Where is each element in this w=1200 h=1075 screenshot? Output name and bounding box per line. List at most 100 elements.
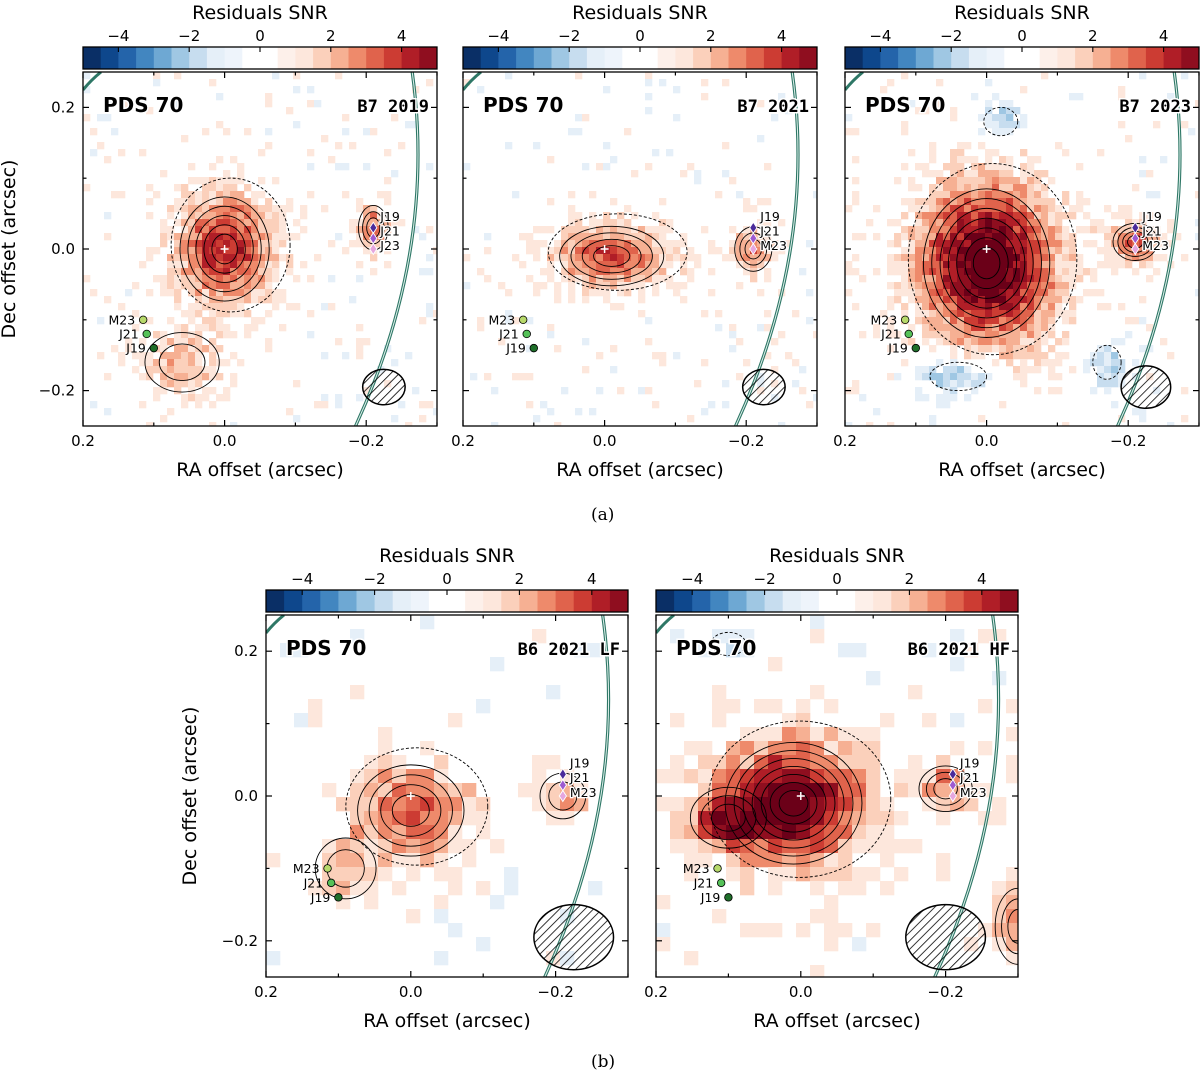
x-tick-label: 0.0 [399,983,423,1001]
target-label: PDS 70 [865,93,945,117]
diamond-marker-m23 [948,789,957,803]
epoch-label: B7 2019 [357,97,429,117]
circle-label: J19 [310,890,331,905]
contour [195,215,254,283]
contour [158,343,206,382]
colorbar-bin [1004,47,1023,69]
colorbar-tick-label: 2 [326,27,336,45]
colorbar-tick-label: 4 [587,570,597,588]
y-tick-label: 0.2 [234,642,258,660]
colorbar-tick-label: −2 [178,27,200,45]
diamond-label: M23 [960,785,987,800]
diamond-label: J19 [959,755,980,770]
contour [918,765,973,813]
residual-field [656,615,1018,977]
circle-marker-m23 [900,315,910,324]
colorbar-bin [692,590,711,612]
colorbar-label: Residuals SNR [192,2,328,24]
x-tick-label: −0.2 [728,432,764,450]
contour [380,784,442,837]
colorbar-bin [118,47,137,69]
colorbar-bin [674,590,693,612]
dashed-contour [170,177,291,313]
contour [700,795,757,841]
contour [742,757,845,849]
contour [689,786,767,849]
colorbar-tick-label: 2 [1088,27,1098,45]
y-tick-label: 0.2 [51,98,75,116]
colorbar-bin [498,47,517,69]
colorbar-bin [401,47,420,69]
negative-contour [710,631,747,656]
diamond-label: J21 [1141,223,1162,238]
circle-marker-j21 [142,329,151,339]
colorbar-bin [555,590,575,612]
colorbar-tick-label: −2 [558,27,580,45]
colorbar-bin [501,590,520,612]
contour [593,245,631,267]
colorbar-bin [880,47,899,69]
diamond-label: J21 [959,770,980,785]
contour [931,198,1042,329]
colorbar-bin [447,590,466,612]
x-tick-label: 0.2 [451,432,475,450]
epoch-label: B6 2021 HF [908,640,1010,660]
x-tick-label: −0.2 [348,432,384,450]
colorbar-bin [1057,47,1076,69]
contour [778,789,809,817]
contour [559,225,665,287]
colorbar-bin [622,47,641,69]
negative-contour [1092,344,1122,380]
circle-marker-j21 [904,329,913,339]
colorbar-bin [604,47,623,69]
y-axis-label: Dec offset (arcsec) [179,707,201,886]
dashed-contour [547,213,688,291]
contour [733,749,854,857]
circle-label: J19 [505,341,526,356]
colorbar-bin [374,590,394,612]
circle-marker-j21 [716,878,726,888]
colorbar-bin [136,47,155,69]
colorbar-bin [1145,47,1164,69]
y-axis-label: Dec offset (arcsec) [0,160,20,339]
colorbar-bin [968,47,987,69]
colorbar-bin [591,590,611,612]
beam-ellipse [1120,365,1172,410]
colorbar-tick-label: 2 [706,27,716,45]
circle-label: J19 [887,341,908,356]
circle-marker-m23 [518,315,528,324]
diamond-label: J19 [759,209,780,224]
colorbar-bin [862,47,881,69]
colorbar-bin [1163,47,1182,69]
colorbar-tick-label: 2 [515,570,525,588]
colorbar-bin [933,47,952,69]
colorbar-tick-label: −2 [364,570,386,588]
colorbar: −4 −2 0 2 4 Residuals SNR [265,545,629,613]
colorbar-bin [366,47,385,69]
colorbar-bin [782,590,802,612]
contour [211,233,238,265]
colorbar: −4 −2 0 2 4 Residuals SNR [82,2,438,70]
colorbar-tick-label: −4 [107,27,129,45]
x-tick-label: −0.2 [927,983,963,1001]
colorbar-bin [465,590,484,612]
colorbar-bin [302,590,321,612]
circle-label: M23 [293,861,320,876]
colorbar-bin [463,47,482,69]
epoch-label: B6 2021 LF [518,640,620,660]
diamond-label: J19 [1141,209,1162,224]
x-axis-label: RA offset (arcsec) [363,1010,531,1032]
colorbar-label: Residuals SNR [572,2,708,24]
colorbar-bin [1022,47,1041,69]
circle-marker-j19 [334,893,343,902]
y-tick-label: −0.2 [39,382,75,400]
x-tick-label: 0.0 [213,432,237,450]
x-axis-label: RA offset (arcsec) [176,459,344,481]
colorbar-bin [800,590,820,612]
target-label: PDS 70 [676,636,756,660]
residual-field [463,72,817,426]
dashed-contour [345,747,489,866]
contour [933,778,958,800]
